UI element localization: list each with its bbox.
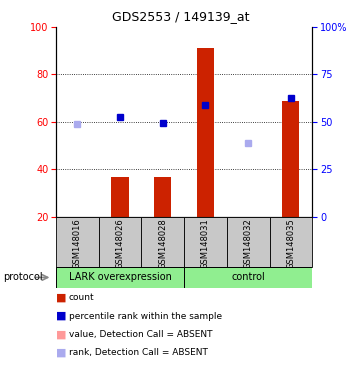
Text: control: control <box>231 272 265 283</box>
Bar <box>154 177 171 217</box>
Bar <box>56 267 184 288</box>
Text: GDS2553 / 149139_at: GDS2553 / 149139_at <box>112 10 249 23</box>
Bar <box>99 217 142 267</box>
Text: rank, Detection Call = ABSENT: rank, Detection Call = ABSENT <box>69 348 208 358</box>
Text: ■: ■ <box>56 311 66 321</box>
Text: ■: ■ <box>56 293 66 303</box>
Text: value, Detection Call = ABSENT: value, Detection Call = ABSENT <box>69 330 212 339</box>
Bar <box>197 48 214 217</box>
Text: GSM148016: GSM148016 <box>73 218 82 269</box>
Text: GSM148028: GSM148028 <box>158 218 167 269</box>
Text: GSM148032: GSM148032 <box>244 218 253 269</box>
Bar <box>56 217 99 267</box>
Text: protocol: protocol <box>4 272 43 283</box>
Text: percentile rank within the sample: percentile rank within the sample <box>69 311 222 321</box>
Text: ■: ■ <box>56 348 66 358</box>
Bar <box>227 217 270 267</box>
Bar <box>184 217 227 267</box>
Text: count: count <box>69 293 94 302</box>
Bar <box>112 177 129 217</box>
Bar <box>270 217 312 267</box>
Text: GSM148035: GSM148035 <box>286 218 295 269</box>
Text: LARK overexpression: LARK overexpression <box>69 272 171 283</box>
Text: ■: ■ <box>56 329 66 339</box>
Text: GSM148026: GSM148026 <box>116 218 125 269</box>
Bar <box>282 101 300 217</box>
Bar <box>184 267 312 288</box>
Text: GSM148031: GSM148031 <box>201 218 210 269</box>
Bar <box>142 217 184 267</box>
